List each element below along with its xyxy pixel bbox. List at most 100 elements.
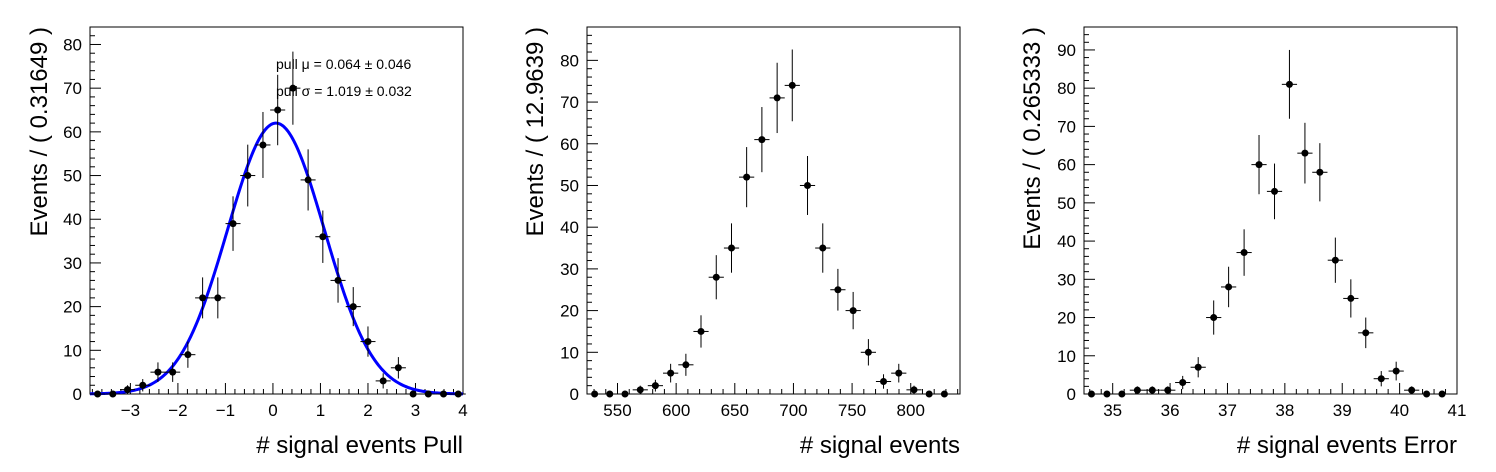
data-point xyxy=(135,379,151,392)
data-point xyxy=(255,111,271,178)
data-point xyxy=(632,385,648,394)
y-tick-label: 40 xyxy=(1057,232,1076,251)
data-point xyxy=(1144,386,1160,394)
marker xyxy=(274,106,282,114)
fit-result-annotation: pull μ = 0.064 ± 0.046 xyxy=(276,56,411,72)
marker xyxy=(1210,314,1218,322)
marker xyxy=(1240,249,1248,257)
marker xyxy=(199,294,207,302)
marker xyxy=(925,390,933,398)
marker xyxy=(1164,386,1172,394)
marker xyxy=(169,368,177,376)
marker xyxy=(1194,363,1202,371)
x-axis-title: # signal events xyxy=(800,432,960,459)
data-point xyxy=(799,155,816,215)
marker xyxy=(819,244,827,252)
data-point xyxy=(285,51,301,125)
marker xyxy=(849,307,857,315)
marker xyxy=(1179,379,1187,387)
data-point xyxy=(1236,229,1252,276)
marker xyxy=(304,176,312,184)
data-point xyxy=(617,390,633,398)
x-tick-label: 36 xyxy=(1161,401,1180,420)
marker xyxy=(154,368,162,376)
marker xyxy=(1423,390,1431,398)
marker xyxy=(880,377,888,385)
data-point xyxy=(693,315,709,348)
data-point xyxy=(1297,122,1313,184)
data-point xyxy=(1099,390,1115,398)
panel-signal-events: 550 600 650 700 750 800 0 10 20 30 40 50 60 70 80 # sig… xyxy=(522,26,961,459)
data-point xyxy=(1434,390,1450,398)
data-point xyxy=(663,363,679,383)
data-point xyxy=(936,390,953,398)
marker xyxy=(424,390,432,398)
x-axis-title: # signal events Pull xyxy=(256,432,463,459)
x-tick-label: 2 xyxy=(363,401,372,420)
y-tick-label: 80 xyxy=(560,51,579,70)
gaussian-fit-curve xyxy=(89,121,464,396)
y-tick-label: 70 xyxy=(63,79,82,98)
data-point xyxy=(120,385,136,394)
x-tick-label: 38 xyxy=(1275,401,1294,420)
data-point xyxy=(830,268,846,311)
marker xyxy=(364,338,372,346)
marker xyxy=(259,141,267,149)
marker xyxy=(184,351,192,359)
data-point xyxy=(1358,317,1374,349)
y-tick-label: 60 xyxy=(1057,156,1076,175)
marker xyxy=(379,377,387,385)
y-tick-label: 80 xyxy=(1057,79,1076,98)
data-point xyxy=(1129,386,1145,394)
data-point xyxy=(754,107,770,173)
marker xyxy=(214,294,222,302)
marker xyxy=(1392,367,1400,375)
x-tick-label: 1 xyxy=(316,401,325,420)
x-tick-label: 4 xyxy=(458,401,467,420)
data-point xyxy=(150,362,166,382)
marker xyxy=(1347,294,1355,302)
data-point xyxy=(420,390,436,398)
data-point xyxy=(906,385,922,394)
marker xyxy=(864,348,872,356)
marker xyxy=(289,84,297,92)
data-point xyxy=(345,287,361,327)
data-point xyxy=(1160,386,1176,394)
marker xyxy=(1285,80,1293,88)
y-tick-label: 20 xyxy=(560,302,579,321)
y-tick-label: 60 xyxy=(560,135,579,154)
y-tick-label: 50 xyxy=(1057,194,1076,213)
x-tick-label: 0 xyxy=(268,401,277,420)
data-point xyxy=(435,390,452,398)
y-tick-label: 30 xyxy=(1057,270,1076,289)
marker xyxy=(334,276,342,284)
marker xyxy=(1133,386,1141,394)
y-tick-label: 90 xyxy=(1057,41,1076,60)
data-point xyxy=(165,362,181,382)
x-tick-label: 700 xyxy=(779,401,807,420)
y-tick-label: 40 xyxy=(560,218,579,237)
data-point xyxy=(1404,386,1420,394)
marker xyxy=(139,381,147,389)
marker xyxy=(349,303,357,311)
data-point xyxy=(1281,49,1298,119)
x-axis-title: # signal events Error xyxy=(1237,432,1457,459)
marker xyxy=(743,173,751,181)
marker xyxy=(319,233,327,241)
x-tick-label: 41 xyxy=(1448,401,1467,420)
data-point xyxy=(1114,390,1130,398)
data-point xyxy=(375,373,391,389)
data-point xyxy=(587,390,603,398)
y-tick-label: 20 xyxy=(63,298,82,317)
x-tick-label: 40 xyxy=(1390,401,1409,420)
x-tick-label: −2 xyxy=(168,401,187,420)
data-point xyxy=(1343,279,1359,318)
data-point xyxy=(845,291,861,330)
marker xyxy=(1362,329,1370,337)
marker xyxy=(804,181,812,189)
data-point xyxy=(739,147,755,208)
y-axis-title: Events / ( 12.9639 ) xyxy=(522,27,549,236)
y-tick-label: 0 xyxy=(73,385,82,404)
